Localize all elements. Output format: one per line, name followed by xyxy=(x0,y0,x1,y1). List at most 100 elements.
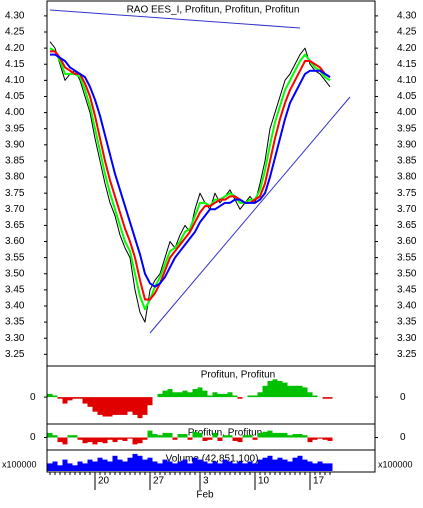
bar xyxy=(167,432,173,438)
bar xyxy=(222,435,228,438)
trend-line xyxy=(149,96,351,334)
bar xyxy=(252,395,258,398)
bar xyxy=(142,437,148,440)
y-tick-label: 4.15 xyxy=(5,59,25,70)
bar xyxy=(307,461,313,471)
bar xyxy=(277,380,283,398)
bar xyxy=(277,457,283,471)
bar xyxy=(237,397,243,399)
bar xyxy=(197,387,203,398)
bar xyxy=(67,463,73,471)
bar xyxy=(327,397,333,399)
y-tick-label: 4.30 xyxy=(5,11,25,22)
bar xyxy=(62,459,68,471)
bar xyxy=(302,435,308,438)
bar xyxy=(117,397,123,415)
bar xyxy=(212,432,218,438)
y-tick-label: 4.25 xyxy=(5,27,25,38)
bar xyxy=(117,459,123,471)
bar xyxy=(282,432,288,438)
y-tick-label: 3.30 xyxy=(397,333,417,344)
bar xyxy=(272,459,278,471)
bar xyxy=(157,463,163,471)
bar xyxy=(167,389,173,398)
bar xyxy=(322,437,328,440)
bar xyxy=(217,437,223,441)
bar xyxy=(62,437,68,445)
y-tick-label: 3.95 xyxy=(5,123,25,134)
bar xyxy=(77,461,83,471)
bar xyxy=(107,437,113,440)
bar xyxy=(77,397,83,399)
bar xyxy=(132,397,138,415)
y-tick-label: 3.80 xyxy=(397,172,417,183)
y-tick-label: 4.00 xyxy=(397,107,417,118)
panel-title: Profitun, Profitun xyxy=(188,428,262,439)
bar xyxy=(187,392,193,398)
bar xyxy=(67,397,73,401)
bar xyxy=(182,390,188,398)
bar xyxy=(297,455,303,471)
bar xyxy=(102,397,108,417)
bar xyxy=(177,434,183,438)
y-tick-label: 4.20 xyxy=(5,43,25,54)
bar xyxy=(312,437,318,440)
bar xyxy=(322,397,328,399)
bar xyxy=(212,392,218,398)
y-tick-label: 4.05 xyxy=(5,91,25,102)
bar xyxy=(227,461,233,471)
bar xyxy=(247,435,253,438)
y-tick-label: 3.60 xyxy=(397,236,417,247)
bar xyxy=(317,461,323,471)
bar xyxy=(72,435,78,438)
y-tick-label: 3.30 xyxy=(5,333,25,344)
bar xyxy=(267,430,273,438)
bar xyxy=(62,397,68,404)
bar xyxy=(57,465,63,471)
bar xyxy=(287,435,293,438)
bar xyxy=(47,393,53,398)
bar xyxy=(287,461,293,471)
y-tick-label: 3.75 xyxy=(397,188,417,199)
y-tick-label: 4.25 xyxy=(397,27,417,38)
bar xyxy=(192,389,198,398)
bar xyxy=(242,463,248,471)
bar xyxy=(242,435,248,438)
y-tick-label: 4.00 xyxy=(5,107,25,118)
bar xyxy=(157,393,163,398)
y-tick-label: 4.10 xyxy=(5,75,25,86)
x-tick-label: 10 xyxy=(258,476,270,487)
bar xyxy=(72,397,78,399)
bar xyxy=(307,392,313,398)
bar xyxy=(137,437,143,444)
panel-title: Volume (42,851,100) xyxy=(166,454,259,465)
bar xyxy=(72,465,78,471)
bar xyxy=(112,397,118,415)
y-tick-label: 4.10 xyxy=(397,75,417,86)
bar xyxy=(92,397,98,412)
bar xyxy=(157,435,163,438)
bar xyxy=(227,435,233,438)
bar xyxy=(267,380,273,398)
bar xyxy=(257,432,263,438)
unit-label: x100000 xyxy=(378,459,413,469)
y-tick-label: 3.50 xyxy=(5,268,25,279)
bar xyxy=(272,379,278,398)
bar xyxy=(102,459,108,471)
bar xyxy=(322,463,328,471)
bar xyxy=(172,463,178,471)
bar xyxy=(172,437,178,440)
bar xyxy=(117,437,123,440)
bar xyxy=(262,431,268,438)
y-tick-label: 3.90 xyxy=(397,139,417,150)
y-tick-label: 3.45 xyxy=(5,285,25,296)
bar xyxy=(212,461,218,471)
bar xyxy=(182,459,188,471)
panel-title: Profitun, Profitun xyxy=(201,370,275,381)
bar xyxy=(222,459,228,471)
bar xyxy=(207,395,213,398)
bar xyxy=(252,437,258,440)
bar xyxy=(152,434,158,438)
